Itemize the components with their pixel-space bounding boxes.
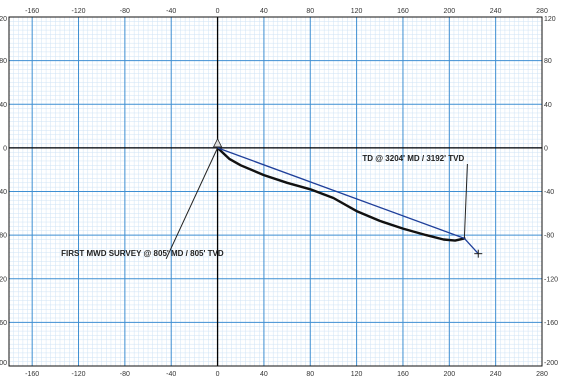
x-tick-label-bottom: 200 — [443, 371, 455, 378]
x-tick-label-bottom: 120 — [351, 371, 363, 378]
x-tick-label-top: 240 — [490, 8, 502, 15]
x-tick-label-bottom: -120 — [72, 371, 86, 378]
x-tick-label-top: 120 — [351, 8, 363, 15]
y-tick-label-right: -80 — [544, 233, 554, 240]
y-tick-label-right: 0 — [544, 145, 548, 152]
y-tick-label-left: -120 — [0, 276, 7, 283]
y-tick-label-right: 40 — [544, 102, 552, 109]
x-tick-label-bottom: 80 — [306, 371, 314, 378]
y-tick-label-right: -40 — [544, 189, 554, 196]
y-tick-label-right: -120 — [544, 276, 558, 283]
annotation-label: FIRST MWD SURVEY @ 805' MD / 805' TVD — [61, 249, 224, 258]
well-path-line — [216, 146, 466, 242]
x-tick-label-top: 280 — [536, 8, 548, 15]
series-layer — [212, 137, 483, 258]
x-tick-label-bottom: -40 — [166, 371, 176, 378]
y-tick-label-left: 40 — [0, 102, 7, 109]
zero-axes — [9, 17, 542, 366]
y-tick-label-left: -40 — [0, 189, 7, 196]
x-tick-label-top: -120 — [72, 8, 86, 15]
x-tick-label-top: 40 — [260, 8, 268, 15]
y-tick-label-left: -80 — [0, 233, 7, 240]
y-tick-label-right: -160 — [544, 320, 558, 327]
annotation-leader-line — [463, 163, 468, 239]
x-tick-label-bottom: 40 — [260, 371, 268, 378]
x-tick-label-bottom: -160 — [25, 371, 39, 378]
x-tick-label-top: 200 — [443, 8, 455, 15]
x-tick-label-top: -40 — [166, 8, 176, 15]
annotation-layer: TD @ 3204' MD / 3192' TVD FIRST MWD SURVE… — [61, 147, 468, 260]
y-tick-label-right: 80 — [544, 58, 552, 65]
x-tick-label-bottom: 280 — [536, 371, 548, 378]
x-tick-label-bottom: 240 — [490, 371, 502, 378]
x-tick-label-top: -160 — [25, 8, 39, 15]
y-tick-label-left: 120 — [0, 16, 7, 23]
x-tick-label-top: 80 — [306, 8, 314, 15]
x-tick-label-top: -80 — [120, 8, 130, 15]
well-path-line — [216, 147, 466, 240]
plot-frame-border — [8, 16, 543, 367]
annotation-leader-line — [165, 147, 219, 260]
plot-frame — [8, 16, 543, 367]
well-path-line — [463, 237, 479, 255]
y-tick-label-left: 0 — [3, 145, 7, 152]
surface-location-marker — [212, 137, 223, 148]
y-tick-label-left: 80 — [0, 58, 7, 65]
y-tick-label-left: -160 — [0, 320, 7, 327]
x-tick-label-bottom: -80 — [120, 371, 130, 378]
y-tick-label-left: -200 — [0, 360, 7, 367]
x-tick-label-top: 0 — [216, 8, 220, 15]
x-tick-label-bottom: 160 — [397, 371, 409, 378]
y-tick-label-right: 120 — [544, 16, 556, 23]
tick-labels: -160 -160 -120 -120 -80 -80 -40 -40 0 0 40 40 80 80 12… — [0, 8, 558, 378]
x-tick-label-top: 160 — [397, 8, 409, 15]
x-tick-label-bottom: 0 — [216, 371, 220, 378]
y-tick-label-right: -200 — [544, 360, 558, 367]
annotation-label: TD @ 3204' MD / 3192' TVD — [362, 154, 464, 163]
